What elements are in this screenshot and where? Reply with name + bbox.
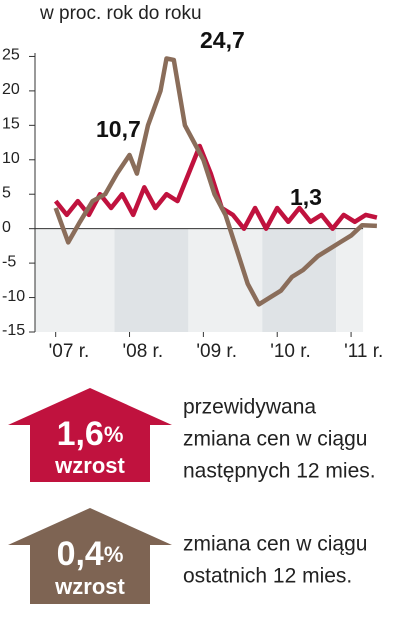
- description: zmiana cen w ciągu: [183, 533, 367, 556]
- y-tick-label: 25: [2, 47, 20, 64]
- x-tick-label: '10 r.: [270, 341, 311, 362]
- arrow-box: [8, 508, 172, 604]
- box-value: 1,6%: [57, 415, 124, 453]
- band: [262, 228, 337, 332]
- value: 1,6: [57, 415, 104, 453]
- description: zmiana cen w ciągu: [183, 428, 367, 451]
- y-tick-label: 20: [2, 81, 20, 98]
- series-line: [53, 143, 378, 231]
- y-tick-label: -5: [2, 253, 16, 270]
- y-tick-label: 5: [2, 184, 11, 201]
- box-value: 0,4%: [57, 535, 124, 573]
- arrow-box: [8, 388, 172, 482]
- plot: -15 -10 -5 0 5 10 15 20 25 '07 r. '08 r. '09 r. '10 …: [2, 27, 383, 362]
- description: ostatnich 12 mies.: [183, 565, 352, 588]
- description: następnych 12 mies.: [183, 460, 376, 483]
- y-tick-label: 15: [2, 116, 20, 133]
- box-label: wzrost: [54, 453, 125, 478]
- unit: %: [104, 422, 124, 447]
- band: [35, 228, 115, 332]
- annotation: 10,7: [96, 116, 141, 142]
- unit: %: [104, 542, 124, 567]
- x-tick-label: '08 r.: [123, 341, 164, 362]
- y-tick-label: 10: [2, 150, 20, 167]
- annotation: 1,3: [290, 184, 322, 210]
- band: [114, 228, 189, 332]
- series-line: [53, 56, 378, 307]
- subtitle: w proc. rok do roku: [39, 3, 202, 24]
- band: [336, 228, 364, 332]
- value: 0,4: [57, 535, 104, 573]
- x-tick-label: '09 r.: [196, 341, 237, 362]
- description: przewidywana: [183, 396, 316, 419]
- x-tick-label: '07 r.: [49, 341, 90, 362]
- box-label: wzrost: [54, 574, 125, 599]
- y-tick-label: -10: [2, 288, 25, 305]
- y-tick-label: 0: [2, 219, 11, 236]
- y-tick-label: -15: [2, 322, 25, 339]
- band: [188, 228, 263, 332]
- x-tick-label: '11 r.: [344, 341, 383, 362]
- annotation: 24,7: [200, 27, 245, 53]
